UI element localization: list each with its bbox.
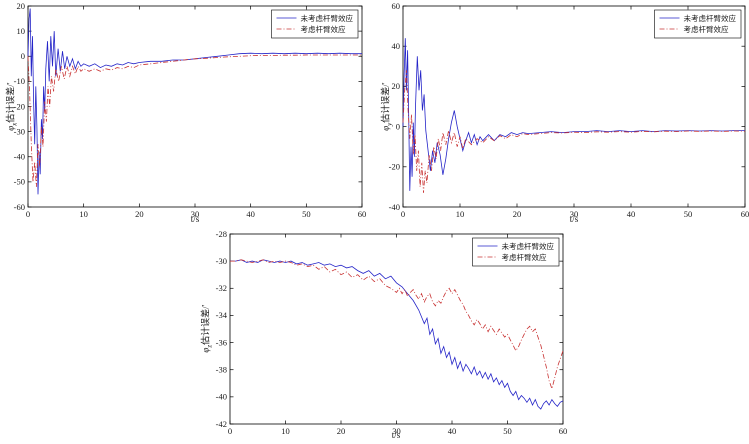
y-tick-label: -20: [389, 162, 400, 172]
x-tick-label: 0: [26, 209, 30, 219]
x-tick-label: 10: [281, 426, 290, 436]
legend-label: 考虑杆臂效应: [301, 24, 346, 34]
phi-symbol: φ: [380, 125, 391, 131]
y-axis-label-phi-x: φx估计误差/′: [4, 42, 19, 172]
y-tick-label: 20: [392, 81, 401, 91]
plot-frame: [27, 5, 363, 208]
y-axis-label-phi-z: φz估计误差/′: [199, 264, 214, 394]
series-line-0: [230, 259, 564, 410]
x-tick-label: 40: [627, 209, 636, 219]
y-tick-label: 20: [17, 1, 26, 11]
x-axis-label-phi-x: t/s: [190, 214, 200, 224]
y-tick-label: -40: [216, 392, 227, 402]
y-tick-label: -20: [14, 101, 25, 111]
series-line-1: [230, 259, 564, 391]
y-tick-label: -28: [216, 229, 227, 239]
x-tick-label: 50: [684, 209, 693, 219]
series-line-0: [402, 38, 745, 191]
chart-phi-x: 0 10 20 30 40 50 60 20 10 0 -10 -20 -30 -40 -50 -60 未考虑杆…: [14, 1, 367, 219]
x-tick-label: 10: [79, 209, 88, 219]
plot-frame: [402, 5, 746, 208]
ylabel-text: 估计误差/′: [380, 82, 391, 123]
y-tick-label: 60: [392, 1, 401, 11]
legend-label: 未考虑杆臂效应: [684, 13, 737, 23]
y-tick-label: 10: [17, 26, 26, 36]
x-tick-label: 40: [448, 426, 457, 436]
legend-label: 未考虑杆臂效应: [301, 13, 354, 23]
x-tick-label: 60: [559, 426, 568, 436]
ylabel-text: 估计误差/′: [200, 304, 211, 345]
x-tick-label: 0: [228, 426, 232, 436]
chart-phi-z: 0 10 20 30 40 50 60 -28 -30 -32 -34 -36 -38 -40 -42 未考虑…: [216, 229, 568, 436]
y-tick-label: -50: [14, 177, 25, 187]
x-tick-label: 40: [246, 209, 255, 219]
y-tick-label: 0: [21, 51, 25, 61]
x-tick-label: 60: [358, 209, 367, 219]
ylabel-text: 估计误差/′: [5, 82, 16, 123]
y-tick-label: -42: [216, 419, 227, 429]
legend-label: 未考虑杆臂效应: [502, 241, 555, 251]
legend-label: 考虑杆臂效应: [684, 24, 729, 34]
y-tick-label: -10: [14, 76, 25, 86]
y-tick-label: 0: [396, 121, 400, 131]
legend-box: [654, 9, 742, 39]
x-tick-label: 0: [401, 209, 405, 219]
x-tick-label: 10: [456, 209, 465, 219]
x-tick-label: 20: [337, 426, 346, 436]
phi-symbol: φ: [200, 347, 211, 353]
phi-subscript: z: [205, 344, 214, 348]
x-tick-label: 20: [135, 209, 144, 219]
y-tick-label: -38: [216, 365, 227, 375]
y-tick-label: -32: [216, 283, 227, 293]
y-tick-label: -40: [389, 202, 400, 212]
y-tick-label: -36: [216, 337, 227, 347]
x-tick-label: 30: [392, 426, 401, 436]
x-tick-label: 20: [513, 209, 522, 219]
x-tick-label: 60: [741, 209, 749, 219]
y-tick-label: -60: [14, 202, 25, 212]
phi-symbol: φ: [5, 125, 16, 131]
y-axis-label-phi-y: φy估计误差/′: [379, 42, 394, 172]
x-axis-label-phi-y: t/s: [569, 214, 579, 224]
phi-subscript: x: [10, 122, 19, 126]
series-line-1: [402, 70, 746, 193]
x-tick-label: 30: [191, 209, 200, 219]
x-tick-label: 50: [503, 426, 512, 436]
legend-box: [271, 9, 359, 39]
x-tick-label: 50: [302, 209, 311, 219]
x-tick-label: 30: [570, 209, 579, 219]
legend-box: [472, 237, 560, 267]
y-tick-label: -40: [14, 152, 25, 162]
y-tick-label: 40: [392, 41, 401, 51]
legend-label: 考虑杆臂效应: [502, 252, 547, 262]
series-line-1: [27, 54, 362, 187]
phi-subscript: y: [385, 122, 394, 126]
x-axis-label-phi-z: t/s: [391, 430, 401, 440]
y-tick-label: -30: [216, 256, 227, 266]
y-tick-label: -34: [216, 310, 228, 320]
y-tick-label: -30: [14, 126, 25, 136]
